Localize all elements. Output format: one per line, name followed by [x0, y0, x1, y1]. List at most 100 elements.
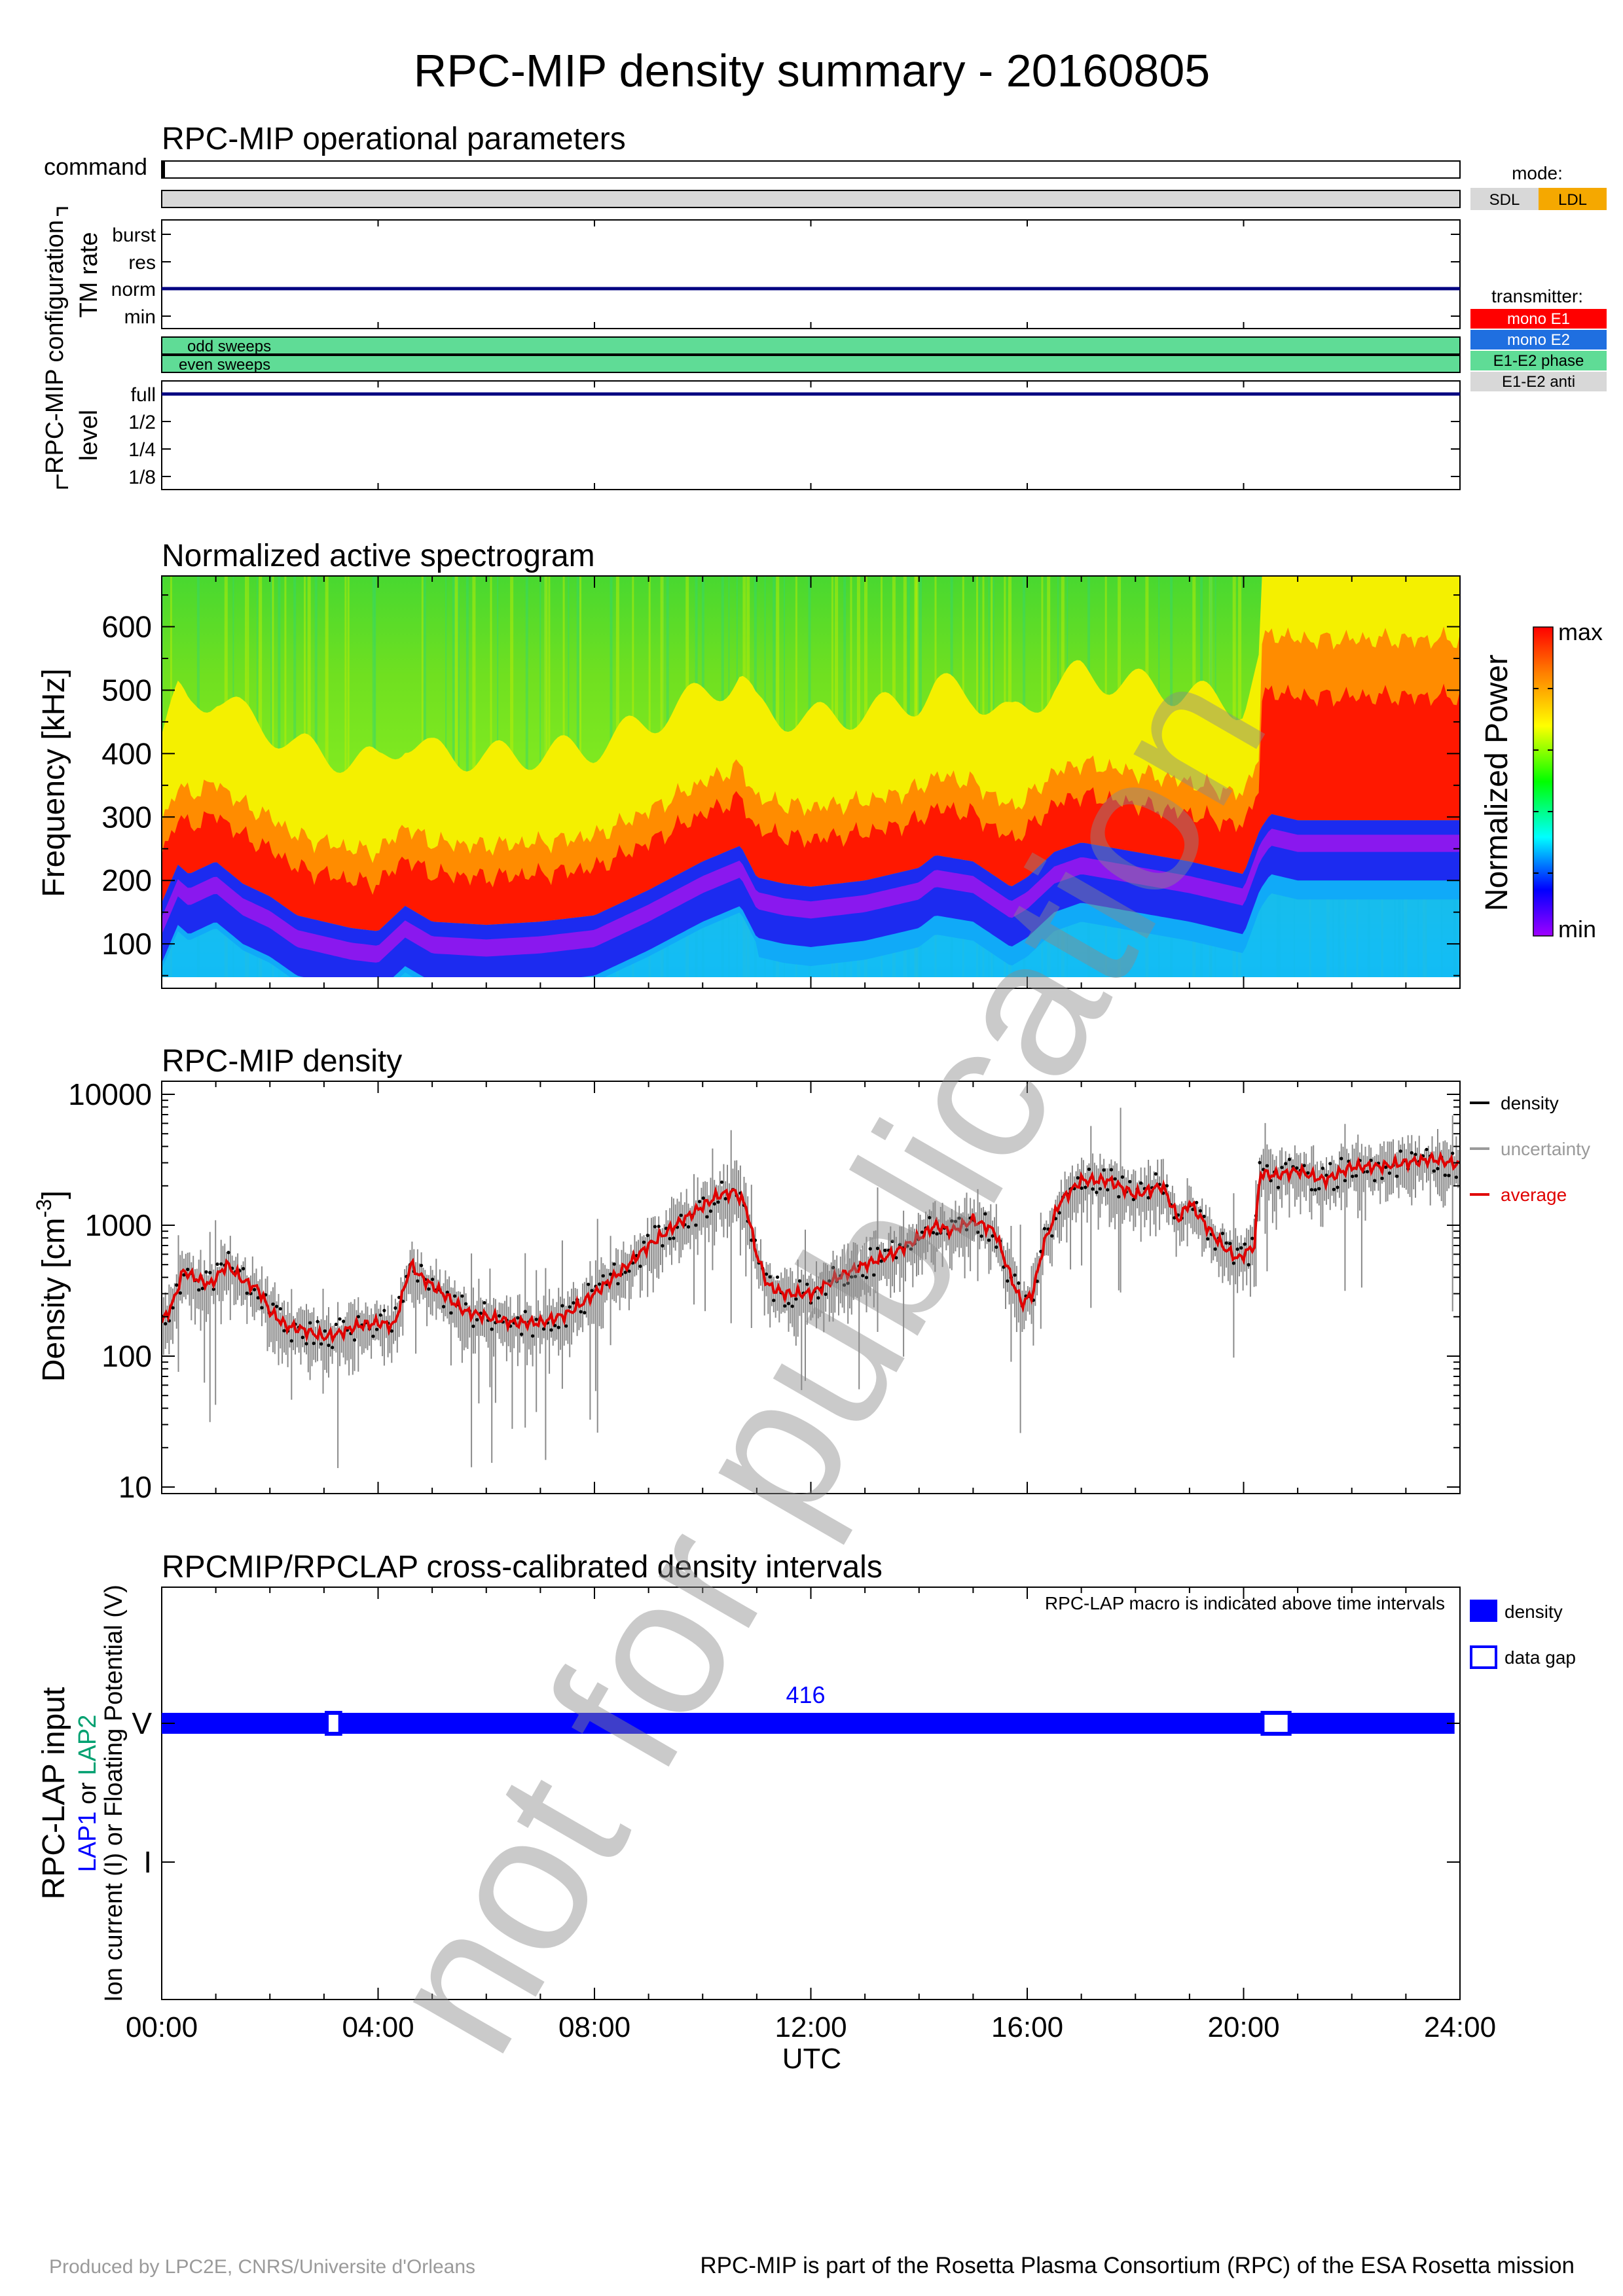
density-point	[382, 1308, 386, 1312]
lap-legend-gap-label: data gap	[1504, 1647, 1576, 1668]
density-point	[1017, 1281, 1021, 1285]
density-point	[768, 1275, 772, 1279]
density-point	[1284, 1162, 1288, 1166]
density-point	[1102, 1168, 1106, 1172]
density-point	[1198, 1209, 1202, 1213]
density-point	[316, 1319, 319, 1323]
density-point	[253, 1287, 257, 1291]
x-tick-label: 24:00	[1424, 2011, 1496, 2043]
density-point	[1057, 1211, 1061, 1215]
density-point	[950, 1219, 954, 1223]
command-label: command	[44, 153, 147, 180]
transmitter-swatch-3	[1470, 372, 1607, 391]
density-point	[883, 1248, 887, 1252]
density-point	[175, 1283, 179, 1287]
density-point	[579, 1310, 583, 1314]
density-point	[282, 1329, 286, 1333]
density-point	[1336, 1185, 1340, 1189]
x-tick-label: 08:00	[558, 2011, 630, 2043]
density-point	[601, 1274, 605, 1278]
density-point	[723, 1196, 727, 1201]
density-point	[1395, 1174, 1399, 1178]
density-ylabel-sup: -3	[32, 1199, 56, 1217]
density-point	[208, 1270, 212, 1274]
colorbar-ticks	[1533, 688, 1553, 874]
lap-legend-gap-swatch	[1470, 1645, 1497, 1669]
density-point	[868, 1247, 872, 1251]
density-point	[657, 1225, 661, 1229]
density-point	[1398, 1149, 1402, 1153]
level-label-2: 1/4	[128, 439, 156, 461]
density-point	[211, 1287, 215, 1291]
density-point	[794, 1297, 798, 1301]
density-point	[598, 1282, 602, 1286]
density-point	[378, 1313, 382, 1317]
density-point	[1354, 1174, 1358, 1178]
density-point	[590, 1289, 594, 1293]
density-point	[890, 1240, 894, 1244]
density-point	[200, 1287, 204, 1291]
spec-y-tick-label: 400	[101, 736, 152, 770]
density-point	[953, 1219, 958, 1223]
mode-swatch-ldl	[1539, 188, 1607, 210]
mode-label-ldl: LDL	[1558, 191, 1587, 209]
density-point	[1042, 1227, 1046, 1230]
density-point	[1165, 1184, 1169, 1188]
density-point	[197, 1288, 201, 1292]
config-bracket	[56, 207, 68, 489]
density-point	[679, 1213, 683, 1217]
spec-y-tick-label: 300	[101, 800, 152, 834]
density-point	[612, 1262, 616, 1266]
density-point	[1095, 1191, 1099, 1194]
density-point	[964, 1228, 969, 1232]
density-point	[805, 1282, 809, 1286]
density-point	[1432, 1169, 1436, 1173]
x-tick-label: 12:00	[775, 2011, 847, 2043]
density-point	[178, 1291, 182, 1295]
tm-rate-label: TM rate	[75, 232, 103, 318]
density-point	[983, 1212, 987, 1216]
lap-density-interval	[162, 1713, 327, 1734]
density-title: RPC-MIP density	[162, 1044, 402, 1079]
density-point	[427, 1287, 431, 1291]
spec-ylabel: Frequency [kHz]	[37, 668, 71, 897]
density-point	[991, 1234, 994, 1238]
density-point	[1265, 1164, 1269, 1168]
density-point	[716, 1200, 720, 1204]
density-point	[1343, 1179, 1347, 1183]
density-point	[957, 1216, 961, 1220]
density-point	[920, 1230, 924, 1234]
density-point	[449, 1311, 453, 1315]
density-point	[642, 1240, 646, 1244]
density-point	[1128, 1179, 1132, 1183]
density-point	[1365, 1170, 1369, 1174]
density-point	[828, 1279, 831, 1283]
density-point	[242, 1266, 246, 1270]
density-point	[853, 1274, 858, 1278]
density-point	[556, 1325, 560, 1329]
density-point	[931, 1230, 936, 1234]
density-point	[909, 1247, 913, 1251]
density-point	[1106, 1188, 1110, 1192]
transmitter-label-2: E1-E2 phase	[1493, 352, 1584, 370]
density-ylabel-end: ]	[37, 1191, 71, 1199]
lap-ylabel-2: LAP1 or LAP2	[74, 1715, 101, 1873]
x-tick-label: 16:00	[991, 2011, 1063, 2043]
density-point	[1413, 1153, 1417, 1157]
density-point	[323, 1329, 327, 1333]
density-point	[1239, 1246, 1243, 1250]
command-start-mark	[162, 161, 165, 178]
density-point	[278, 1307, 282, 1311]
lap-y-tick-label: I	[143, 1845, 152, 1879]
density-point	[204, 1270, 208, 1274]
density-point	[1146, 1196, 1150, 1200]
density-point	[534, 1318, 538, 1321]
density-point	[786, 1302, 791, 1306]
even-sweeps-bar	[161, 355, 1461, 373]
density-point	[1224, 1241, 1228, 1245]
density-point	[1380, 1176, 1384, 1180]
density-point	[1131, 1198, 1135, 1202]
lap-ylabel-3: Ion current (I) or Floating Potential (V…	[100, 1585, 128, 2002]
transmitter-swatch-2	[1470, 351, 1607, 370]
density-point	[587, 1282, 591, 1286]
